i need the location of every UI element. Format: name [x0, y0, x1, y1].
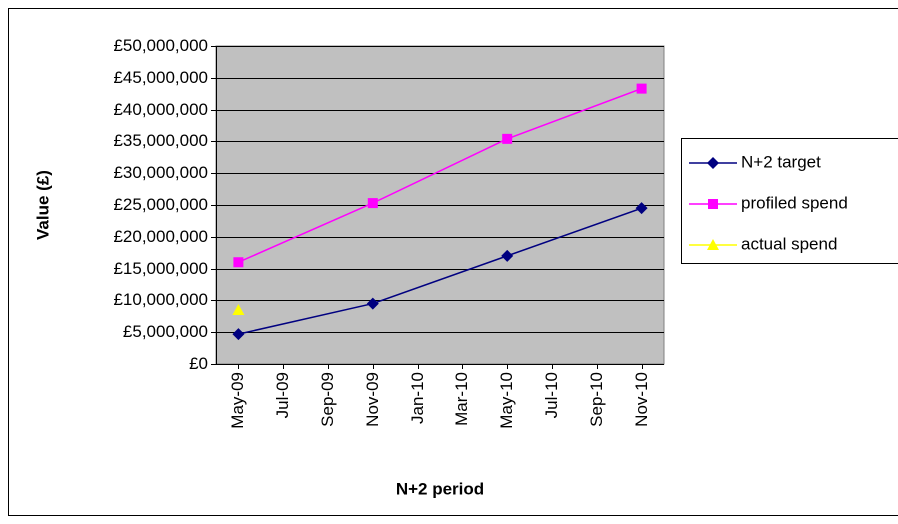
y-tick-label: £40,000,000 [113, 100, 208, 119]
y-tick-label: £35,000,000 [113, 131, 208, 150]
x-tick-label: Nov-09 [363, 372, 382, 427]
marker [501, 249, 514, 262]
legend-marker [707, 239, 719, 250]
x-tick-label: Nov-10 [632, 372, 651, 427]
x-tick-label: May-10 [497, 372, 516, 429]
legend-marker [708, 199, 718, 209]
y-tick-label: £5,000,000 [123, 322, 208, 341]
marker [502, 133, 513, 144]
legend-label: N+2 target [741, 152, 821, 171]
marker [636, 83, 647, 94]
y-tick-label: £15,000,000 [113, 259, 208, 278]
legend-label: actual spend [741, 234, 837, 253]
series-line [238, 87, 642, 263]
marker [233, 257, 244, 268]
marker [367, 198, 378, 209]
y-tick-label: £50,000,000 [113, 36, 208, 55]
y-tick-label: £0 [189, 354, 208, 373]
x-tick-label: Mar-10 [452, 372, 471, 426]
y-tick-label: £30,000,000 [113, 163, 208, 182]
marker [232, 328, 245, 341]
x-tick-label: Jan-10 [408, 372, 427, 424]
y-axis-label: Value (£) [33, 170, 52, 240]
marker [232, 303, 245, 315]
x-tick-label: May-09 [228, 372, 247, 429]
y-tick-label: £10,000,000 [113, 290, 208, 309]
y-tick-label: £45,000,000 [113, 68, 208, 87]
marker [366, 297, 379, 310]
x-tick-label: Sep-10 [587, 372, 606, 427]
series-line [238, 207, 642, 335]
y-tick-label: £20,000,000 [113, 227, 208, 246]
legend-label: profiled spend [741, 193, 848, 212]
x-tick-label: Jul-10 [542, 372, 561, 418]
x-tick-label: Jul-09 [273, 372, 292, 418]
y-tick-label: £25,000,000 [113, 195, 208, 214]
x-tick-label: Sep-09 [318, 372, 337, 427]
x-axis-label: N+2 period [396, 479, 484, 498]
legend-marker [707, 157, 719, 169]
marker [635, 202, 648, 215]
